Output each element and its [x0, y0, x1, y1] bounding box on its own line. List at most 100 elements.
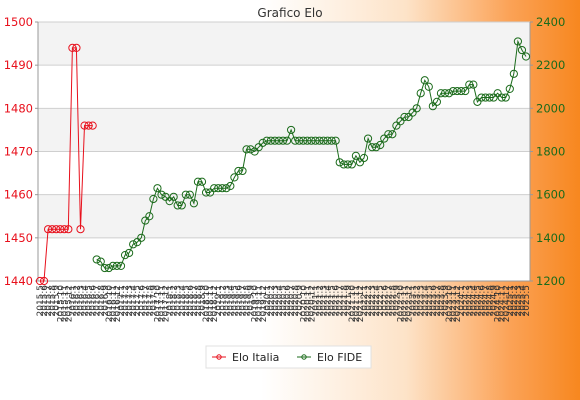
- data-point: [505, 84, 514, 94]
- data-point: [493, 89, 502, 98]
- legend-swatch-marker: [216, 354, 222, 360]
- x-tick-label: 2025.2: [510, 285, 520, 317]
- data-point: [282, 136, 292, 145]
- x-tick-label: 2020.9: [295, 285, 305, 317]
- x-tick-label: 2016.12: [113, 285, 123, 322]
- x-tick-label: 2018.8: [194, 285, 204, 317]
- x-tick-label: 2019.10: [251, 285, 261, 322]
- x-tick-label: 2020.1: [263, 285, 273, 317]
- x-tick-label: 2021.1: [311, 285, 321, 317]
- x-tick-label: 2018.12: [210, 285, 220, 322]
- data-point: [335, 158, 344, 167]
- x-tick-label: 2023.11: [449, 285, 459, 322]
- x-tick-label: 2023.4: [421, 285, 431, 317]
- x-tick-label: 2024.11: [498, 285, 508, 322]
- data-point: [177, 201, 186, 210]
- data-point: [355, 158, 365, 167]
- data-point: [133, 238, 142, 247]
- data-point: [372, 143, 381, 152]
- data-point: [400, 112, 409, 122]
- data-point: [477, 93, 486, 102]
- data-point: [501, 93, 510, 102]
- series-elo-fide: [92, 37, 531, 273]
- x-tick-label: 2019.9: [247, 285, 257, 317]
- x-tick-label: 2021.8: [340, 285, 350, 317]
- data-point: [469, 80, 478, 89]
- data-point: [351, 151, 360, 160]
- x-tick-label: 2025.5: [522, 285, 532, 317]
- x-tick-label: 2016.1: [68, 285, 78, 317]
- data-point: [222, 184, 231, 193]
- data-point: [88, 121, 97, 130]
- x-tick-label: 2017.6: [137, 285, 147, 317]
- data-point: [120, 251, 130, 260]
- x-tick-label: 2021.7: [336, 285, 346, 317]
- x-tick-label: 2016.9: [101, 285, 111, 317]
- x-tick-label: 2017.12: [162, 285, 172, 322]
- series-elo-italia: [35, 43, 97, 286]
- legend-label: Elo Italia: [232, 351, 279, 364]
- x-tick-label: 2023.3: [417, 285, 427, 317]
- x-tick-label: 2017.5: [133, 285, 143, 317]
- data-point: [278, 136, 288, 145]
- y-left-tick-label: 1440: [4, 274, 33, 288]
- x-tick-label: 2020.2: [267, 285, 277, 317]
- x-tick-label: 2019.2: [218, 285, 228, 317]
- x-tick-label: 2019.11: [255, 285, 265, 322]
- x-tick-label: 2016.10: [105, 285, 115, 322]
- x-tick-label: 2018.7: [190, 285, 200, 317]
- y-right-tick-label: 2000: [536, 101, 565, 115]
- x-tick-label: 2015.10: [56, 285, 66, 322]
- x-tick-label: 2017.8: [145, 285, 155, 317]
- x-tick-label: 2015.6: [40, 285, 50, 317]
- x-tick-labels: 2015.52015.62015.72015.82015.92015.10201…: [36, 285, 532, 322]
- y-right-tick-label: 1400: [536, 231, 565, 245]
- x-tick-label: 2017.2: [121, 285, 131, 317]
- x-tick-label: 2017.11: [158, 285, 168, 322]
- x-tick-label: 2018.10: [202, 285, 212, 322]
- x-tick-label: 2019.5: [230, 285, 240, 317]
- data-point: [436, 89, 446, 98]
- data-point: [157, 190, 166, 199]
- x-tick-label: 2023.10: [445, 285, 455, 322]
- x-tick-label: 2024.3: [465, 285, 475, 317]
- chart-title: Grafico Elo: [257, 6, 322, 20]
- x-tick-label: 2020.11: [303, 285, 313, 322]
- x-tick-label: 2023.12: [453, 285, 463, 322]
- data-point: [218, 184, 227, 193]
- data-point: [258, 138, 267, 147]
- data-point: [359, 153, 369, 163]
- data-point: [185, 190, 194, 199]
- data-point: [319, 136, 328, 145]
- x-tick-label: 2024.6: [477, 285, 487, 317]
- data-point: [214, 184, 223, 193]
- data-point: [165, 197, 174, 206]
- data-point: [80, 121, 89, 130]
- data-point: [453, 86, 462, 96]
- y-right-tick-label: 1200: [536, 274, 565, 288]
- data-point: [129, 240, 138, 249]
- data-point: [116, 261, 126, 270]
- x-tick-label: 2024.9: [490, 285, 500, 317]
- plot-band: [38, 237, 530, 281]
- data-point: [189, 199, 198, 208]
- data-point: [408, 108, 417, 117]
- data-point: [181, 190, 190, 199]
- x-tick-label: 2023.6: [429, 285, 439, 317]
- x-tick-label: 2018.3: [174, 285, 184, 317]
- data-point: [428, 102, 437, 111]
- data-point: [238, 166, 247, 176]
- data-point: [234, 166, 243, 176]
- data-point: [339, 160, 348, 169]
- data-point: [295, 136, 304, 145]
- data-point: [315, 136, 324, 145]
- data-point: [254, 143, 263, 152]
- data-point: [412, 104, 421, 113]
- data-point: [262, 136, 271, 145]
- plot-band: [38, 65, 530, 109]
- data-point: [173, 201, 182, 210]
- x-tick-label: 2020.7: [287, 285, 297, 317]
- data-point: [76, 225, 85, 234]
- x-tick-label: 2015.7: [44, 285, 54, 317]
